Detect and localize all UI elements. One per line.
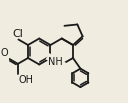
Text: OH: OH bbox=[18, 75, 33, 85]
Text: O: O bbox=[1, 48, 8, 58]
Text: Cl: Cl bbox=[12, 29, 23, 39]
Text: NH: NH bbox=[48, 57, 63, 67]
